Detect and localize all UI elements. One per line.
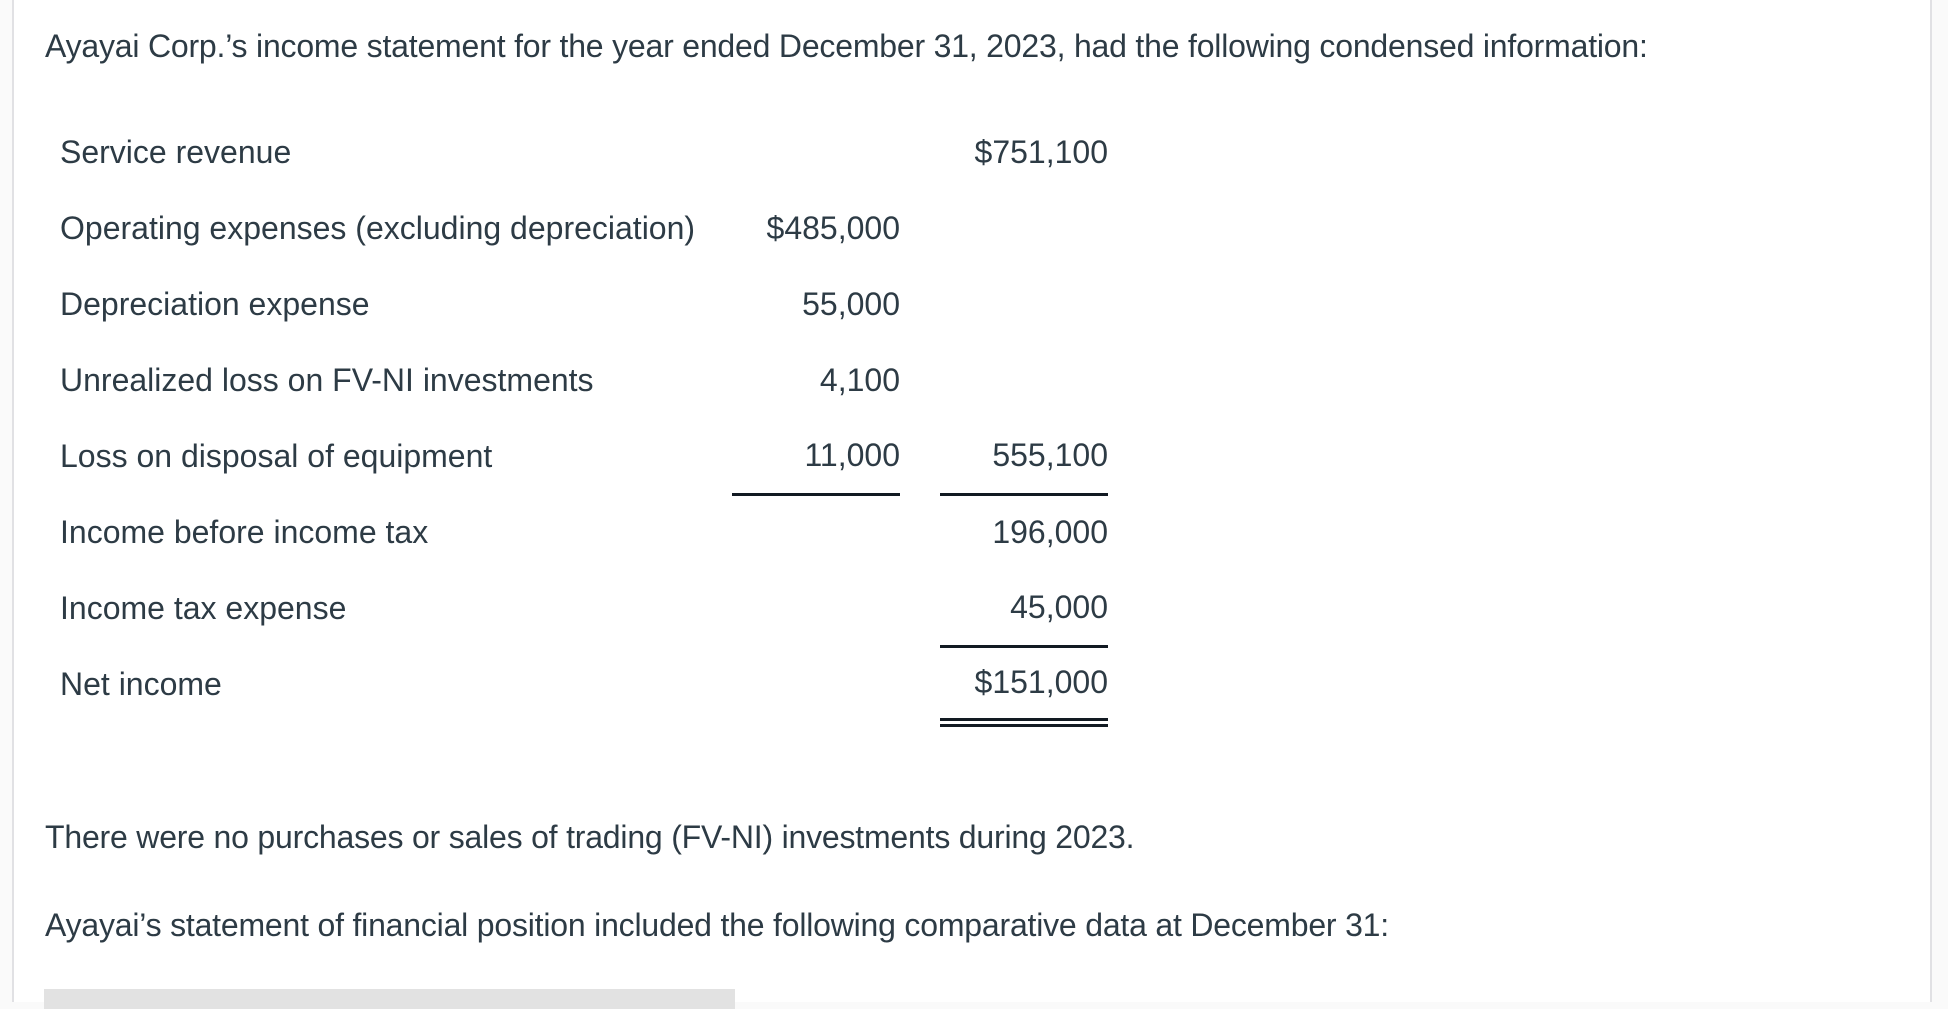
income-amount-right xyxy=(940,190,1108,266)
note-financial-position: Ayayai’s statement of financial position… xyxy=(45,906,1389,943)
income-amount-middle xyxy=(732,114,900,190)
income-row-label: Operating expenses (excluding depreciati… xyxy=(60,209,696,246)
income-amount-middle xyxy=(732,646,900,722)
income-statement-row: Service revenue $751,100 xyxy=(60,114,1108,190)
income-amount-right: $751,100 xyxy=(974,133,1108,170)
income-row-label: Service revenue xyxy=(60,133,292,170)
income-amount-right: 555,100 xyxy=(940,418,1108,496)
income-row-label: Loss on disposal of equipment xyxy=(60,437,493,474)
column-gap xyxy=(900,114,940,190)
income-statement-row: Income before income tax 196,000 xyxy=(60,494,1108,570)
column-gap xyxy=(900,190,940,266)
income-amount-right: $151,000 xyxy=(940,646,1108,727)
column-gap xyxy=(900,418,940,494)
income-amount-right xyxy=(940,342,1108,418)
income-amount-middle: $485,000 xyxy=(766,209,900,246)
income-amount-middle: 4,100 xyxy=(819,361,900,398)
income-statement-rows: Service revenue $751,100 Operating expense… xyxy=(60,114,1108,727)
column-gap xyxy=(900,494,940,570)
income-amount-middle xyxy=(732,494,900,570)
income-row-label: Unrealized loss on FV-NI investments xyxy=(60,361,594,398)
note-trading-investments: There were no purchases or sales of trad… xyxy=(45,818,1135,855)
income-row-label: Depreciation expense xyxy=(60,285,370,322)
income-row-label: Net income xyxy=(60,665,222,702)
column-gap xyxy=(900,266,940,342)
next-table-header-fragment xyxy=(44,988,735,1009)
income-amount-middle: 55,000 xyxy=(802,285,900,322)
column-gap xyxy=(900,342,940,418)
problem-body: Ayayai Corp.’s income statement for the … xyxy=(14,0,1930,1009)
income-statement-row: Operating expenses (excluding depreciati… xyxy=(60,190,1108,266)
income-statement-row: Unrealized loss on FV-NI investments 4,10… xyxy=(60,342,1108,418)
income-amount-middle xyxy=(732,570,900,646)
content-panel: Ayayai Corp.’s income statement for the … xyxy=(12,0,1932,1009)
income-amount-right: 196,000 xyxy=(992,514,1108,551)
income-amount-right: 45,000 xyxy=(940,570,1108,648)
column-gap xyxy=(900,570,940,646)
income-statement-table: Service revenue $751,100 Operating expense… xyxy=(60,114,1108,727)
income-amount-right xyxy=(940,266,1108,342)
column-gap xyxy=(900,646,940,722)
income-row-label: Income tax expense xyxy=(60,589,347,626)
intro-paragraph: Ayayai Corp.’s income statement for the … xyxy=(45,28,1648,64)
income-row-label: Income before income tax xyxy=(60,513,429,550)
income-statement-row: Depreciation expense 55,000 xyxy=(60,266,1108,342)
income-statement-row: Net income $151,000 xyxy=(60,646,1108,727)
income-amount-middle: 11,000 xyxy=(732,418,900,496)
income-statement-row: Income tax expense 45,000 xyxy=(60,570,1108,648)
income-statement-row: Loss on disposal of equipment 11,000 555,1… xyxy=(60,418,1108,496)
